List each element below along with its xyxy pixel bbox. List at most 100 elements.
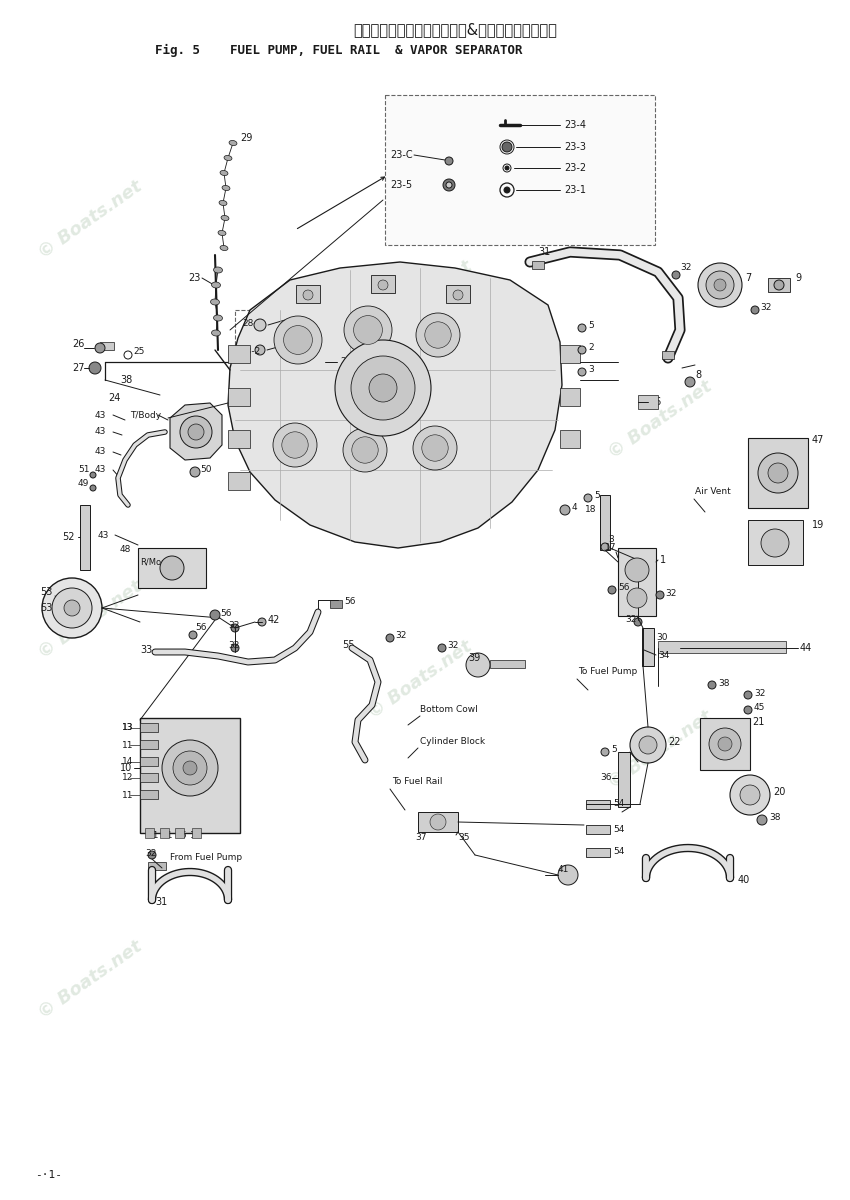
Text: 53: 53	[40, 587, 53, 596]
Bar	[175, 828, 184, 838]
Circle shape	[190, 467, 200, 476]
Ellipse shape	[212, 330, 220, 336]
Text: 26: 26	[72, 338, 84, 349]
Circle shape	[189, 631, 197, 638]
Text: 48: 48	[120, 546, 132, 554]
Circle shape	[352, 437, 378, 463]
Bar	[140, 757, 158, 766]
Ellipse shape	[229, 140, 237, 145]
Circle shape	[42, 578, 102, 638]
Text: 19: 19	[812, 520, 824, 530]
Circle shape	[453, 290, 463, 300]
Circle shape	[505, 166, 509, 170]
Circle shape	[758, 452, 798, 493]
Text: 35: 35	[458, 834, 469, 842]
Text: 43: 43	[95, 448, 106, 456]
Text: T/Body: T/Body	[130, 410, 162, 420]
Circle shape	[343, 428, 387, 472]
Text: 28: 28	[340, 358, 351, 366]
Text: R/Mount: R/Mount	[140, 558, 175, 566]
Circle shape	[160, 556, 184, 580]
Text: 32: 32	[754, 689, 765, 697]
Text: 30: 30	[656, 634, 667, 642]
Text: 28-1: 28-1	[242, 318, 263, 328]
Text: 13: 13	[122, 724, 133, 732]
Text: 23-2: 23-2	[564, 163, 586, 173]
Bar	[228, 388, 250, 406]
Bar	[748, 438, 808, 508]
Text: 32: 32	[145, 848, 156, 858]
Bar	[446, 284, 470, 302]
Ellipse shape	[224, 156, 232, 161]
Text: -·1-: -·1-	[35, 1170, 62, 1180]
Ellipse shape	[211, 299, 219, 305]
Circle shape	[685, 377, 695, 386]
Circle shape	[608, 586, 616, 594]
Bar	[160, 828, 169, 838]
Text: To Fuel Rail: To Fuel Rail	[392, 778, 443, 786]
Circle shape	[89, 362, 101, 374]
Circle shape	[709, 728, 741, 760]
Ellipse shape	[213, 266, 223, 274]
Text: フェルポンプ、フェルレール&ベーパーセパレータ: フェルポンプ、フェルレール&ベーパーセパレータ	[353, 22, 557, 37]
Circle shape	[698, 263, 742, 307]
Bar	[228, 430, 250, 448]
Bar	[145, 828, 154, 838]
Text: 17: 17	[605, 544, 616, 552]
Text: 20: 20	[773, 787, 785, 797]
Text: 39: 39	[468, 653, 480, 662]
Circle shape	[52, 588, 92, 628]
Text: © Boats.net: © Boats.net	[35, 178, 145, 263]
Text: 32: 32	[228, 622, 240, 630]
Circle shape	[422, 434, 448, 461]
Text: 38: 38	[769, 814, 780, 822]
Text: © Boats.net: © Boats.net	[365, 637, 475, 722]
Bar	[192, 828, 201, 838]
Text: 46: 46	[650, 397, 662, 407]
Bar	[140, 740, 158, 749]
Bar	[228, 472, 250, 490]
Circle shape	[90, 485, 96, 491]
Text: 54: 54	[613, 824, 625, 834]
Text: 43: 43	[95, 466, 106, 474]
Circle shape	[740, 785, 760, 805]
Text: 24: 24	[108, 392, 121, 403]
Circle shape	[284, 325, 313, 354]
Bar	[658, 641, 786, 653]
Text: 5: 5	[594, 492, 600, 500]
Text: © Boats.net: © Boats.net	[604, 708, 716, 792]
Text: Cylinder Block: Cylinder Block	[420, 738, 485, 746]
Circle shape	[258, 618, 266, 626]
Circle shape	[183, 761, 197, 775]
Circle shape	[744, 706, 752, 714]
Circle shape	[90, 472, 96, 478]
Text: 50: 50	[200, 466, 212, 474]
Bar	[100, 342, 114, 350]
Circle shape	[627, 588, 647, 608]
Text: 4: 4	[572, 504, 578, 512]
Text: 7: 7	[745, 272, 751, 283]
Circle shape	[761, 529, 789, 557]
Bar	[586, 800, 610, 809]
Ellipse shape	[213, 314, 223, 322]
Text: © Boats.net: © Boats.net	[365, 258, 475, 342]
Circle shape	[584, 494, 592, 502]
Circle shape	[430, 814, 446, 830]
Circle shape	[601, 542, 609, 551]
Text: 53: 53	[40, 602, 53, 613]
Circle shape	[180, 416, 212, 448]
Circle shape	[504, 187, 510, 193]
Text: 38: 38	[120, 374, 133, 385]
Bar	[228, 346, 250, 362]
Bar	[490, 660, 525, 668]
Circle shape	[148, 851, 156, 859]
Text: 55: 55	[342, 640, 354, 650]
Text: 36: 36	[600, 774, 611, 782]
Bar	[618, 752, 630, 806]
Circle shape	[639, 736, 657, 754]
Circle shape	[254, 319, 266, 331]
Text: 41: 41	[558, 865, 570, 875]
Text: 44: 44	[800, 643, 813, 653]
Text: © Boats.net: © Boats.net	[35, 937, 145, 1022]
Circle shape	[425, 322, 451, 348]
